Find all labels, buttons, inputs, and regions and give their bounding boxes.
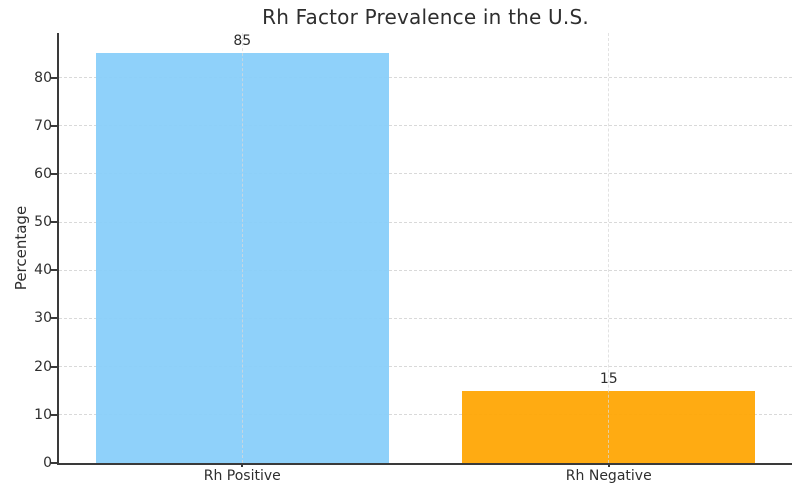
x-tick-mark <box>607 463 610 467</box>
x-tick-mark <box>241 463 244 467</box>
y-tick-label: 50 <box>34 214 52 231</box>
x-tick-label: Rh Negative <box>565 468 652 484</box>
chart-title: Rh Factor Prevalence in the U.S. <box>262 5 589 29</box>
h-gridline <box>59 125 792 127</box>
y-axis-spine <box>57 33 59 465</box>
y-tick-mark <box>51 462 57 464</box>
y-tick-label: 40 <box>34 262 52 279</box>
x-axis-spine <box>57 463 792 465</box>
y-tick-mark <box>51 124 57 127</box>
y-tick-label: 0 <box>43 455 52 471</box>
h-gridline <box>59 366 792 368</box>
y-tick-mark <box>51 172 57 175</box>
y-tick-label: 60 <box>34 165 52 182</box>
bar-value-label: 15 <box>599 370 618 387</box>
h-gridline <box>59 77 792 79</box>
plot-area: 85 15 <box>57 33 792 465</box>
h-gridline <box>59 221 792 223</box>
y-tick-label: 30 <box>34 310 52 327</box>
y-tick-mark <box>51 269 57 272</box>
y-tick-mark <box>51 413 57 416</box>
v-gridline <box>608 33 610 463</box>
v-gridline <box>241 33 243 463</box>
y-tick-mark <box>51 76 57 79</box>
bar-value-label: 85 <box>233 33 252 50</box>
y-tick-label: 70 <box>34 117 52 134</box>
y-tick-label: 10 <box>34 406 52 423</box>
y-tick-mark <box>51 365 57 368</box>
h-gridline <box>59 269 792 271</box>
h-gridline <box>59 414 792 416</box>
y-tick-label: 20 <box>34 358 52 375</box>
h-gridline <box>59 173 792 175</box>
h-gridline <box>59 317 792 319</box>
y-tick-mark <box>51 317 57 320</box>
x-tick-label: Rh Positive <box>203 468 281 484</box>
y-tick-label: 80 <box>34 69 52 86</box>
y-tick-mark <box>51 221 57 224</box>
